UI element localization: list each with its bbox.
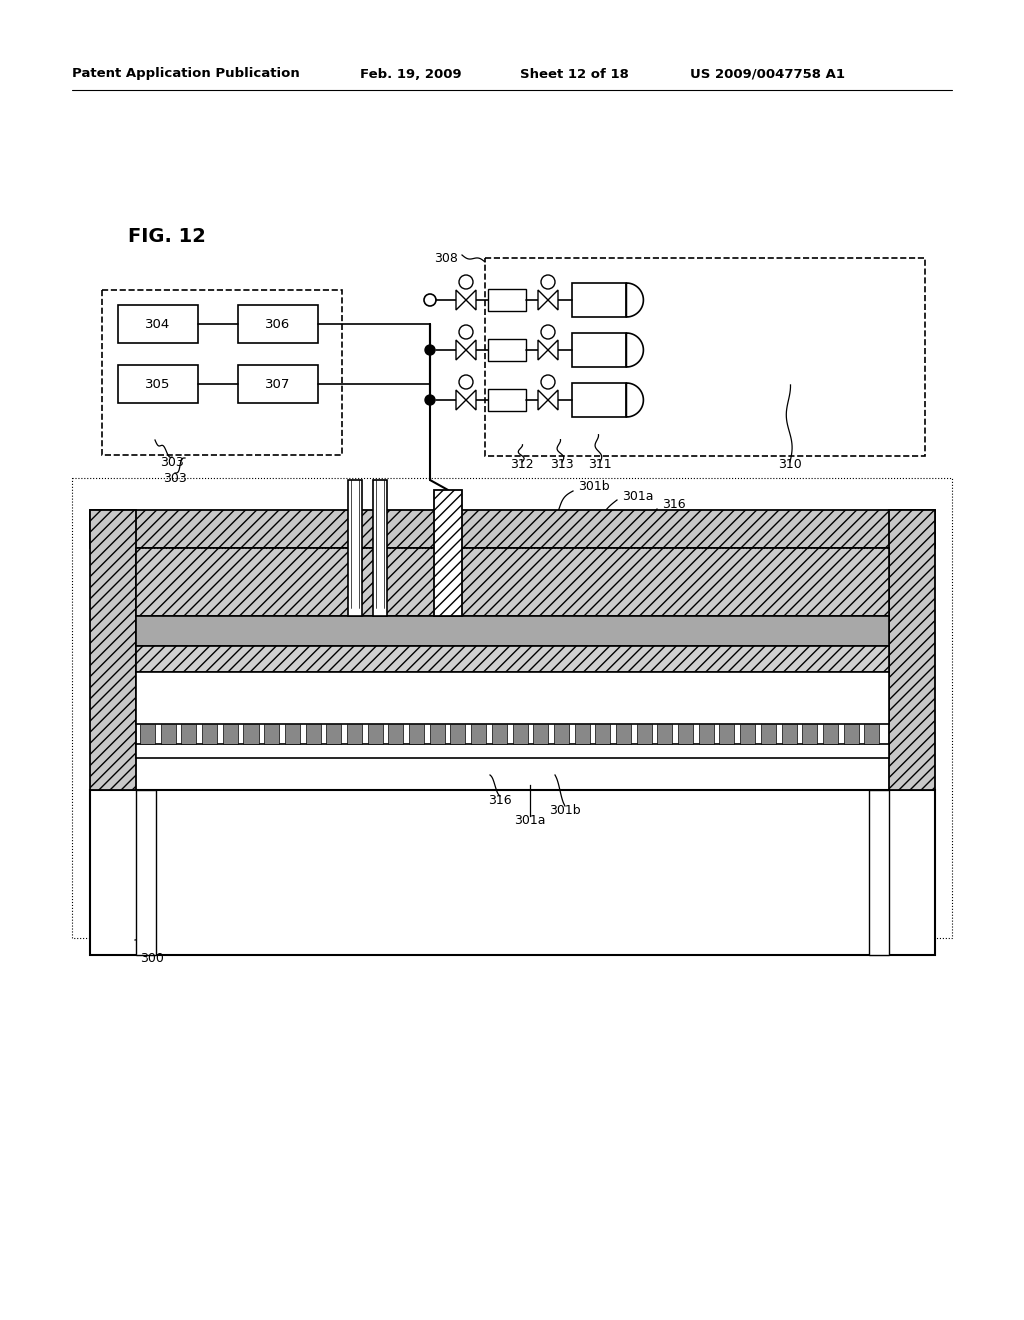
Bar [264, 723, 280, 744]
Bar [102, 290, 342, 455]
Bar [90, 789, 935, 954]
Bar [118, 366, 198, 403]
Polygon shape [627, 333, 643, 367]
Bar [864, 723, 880, 744]
Bar [534, 723, 548, 744]
Bar [181, 723, 197, 744]
Bar [305, 723, 321, 744]
Bar [698, 723, 714, 744]
Text: Feb. 19, 2009: Feb. 19, 2009 [360, 67, 462, 81]
Polygon shape [538, 341, 558, 360]
Bar [740, 723, 755, 744]
Bar [136, 616, 889, 645]
Bar [802, 723, 817, 744]
Bar [72, 478, 952, 939]
Text: 306: 306 [265, 318, 291, 330]
Bar [781, 723, 797, 744]
Text: 304: 304 [145, 318, 171, 330]
Bar [388, 723, 403, 744]
Bar [161, 723, 176, 744]
Bar [118, 305, 198, 343]
Bar [720, 723, 734, 744]
Bar [136, 744, 889, 758]
Bar [451, 723, 466, 744]
Bar [430, 723, 444, 744]
Bar [327, 723, 341, 744]
Text: 316: 316 [662, 499, 686, 511]
Bar [616, 723, 631, 744]
Text: 310: 310 [778, 458, 802, 471]
Polygon shape [456, 290, 476, 310]
Bar [244, 723, 258, 744]
Bar [869, 789, 889, 954]
Text: 301a: 301a [514, 813, 546, 826]
Text: 307: 307 [265, 378, 291, 391]
Bar [347, 723, 362, 744]
Bar [136, 645, 889, 672]
Bar [512, 723, 527, 744]
Bar [136, 789, 156, 954]
Text: US 2009/0047758 A1: US 2009/0047758 A1 [690, 67, 845, 81]
Text: 301b: 301b [549, 804, 581, 817]
Text: 301b: 301b [578, 480, 609, 494]
Bar [595, 723, 610, 744]
Polygon shape [538, 290, 558, 310]
Bar [140, 723, 155, 744]
Text: 313: 313 [550, 458, 573, 471]
Bar [488, 289, 526, 312]
Bar [823, 723, 838, 744]
Text: 308: 308 [434, 252, 458, 264]
Bar [554, 723, 569, 744]
Bar [488, 389, 526, 411]
Polygon shape [456, 341, 476, 360]
Bar [223, 723, 238, 744]
Bar [637, 723, 651, 744]
Bar [238, 305, 318, 343]
Text: 312: 312 [510, 458, 534, 471]
Text: 300: 300 [140, 952, 164, 965]
Bar [488, 339, 526, 360]
Bar [373, 480, 387, 616]
Circle shape [425, 395, 435, 405]
Text: 316: 316 [488, 793, 512, 807]
Polygon shape [456, 389, 476, 411]
Polygon shape [538, 389, 558, 411]
Text: 305: 305 [145, 378, 171, 391]
Bar [202, 723, 217, 744]
Bar [844, 723, 859, 744]
Bar [471, 723, 486, 744]
Bar [678, 723, 693, 744]
Bar [572, 383, 627, 417]
Circle shape [425, 345, 435, 355]
Bar [574, 723, 590, 744]
Bar [238, 366, 318, 403]
Bar [136, 672, 889, 723]
Bar [434, 490, 462, 616]
Bar [136, 548, 889, 616]
Bar [90, 510, 935, 548]
Text: 303: 303 [160, 455, 184, 469]
Bar [285, 723, 300, 744]
Bar [572, 333, 627, 367]
Bar [485, 257, 925, 455]
Text: 301a: 301a [622, 490, 653, 503]
Bar [368, 723, 383, 744]
Text: Sheet 12 of 18: Sheet 12 of 18 [520, 67, 629, 81]
Bar [761, 723, 776, 744]
Bar [657, 723, 673, 744]
Bar [409, 723, 424, 744]
Bar [492, 723, 507, 744]
Polygon shape [627, 383, 643, 417]
Bar [90, 510, 136, 789]
Text: Patent Application Publication: Patent Application Publication [72, 67, 300, 81]
Bar [572, 282, 627, 317]
Text: 311: 311 [588, 458, 611, 471]
Polygon shape [627, 282, 643, 317]
Bar [348, 480, 362, 616]
Bar [889, 510, 935, 789]
Text: 303: 303 [163, 471, 186, 484]
Text: FIG. 12: FIG. 12 [128, 227, 206, 246]
